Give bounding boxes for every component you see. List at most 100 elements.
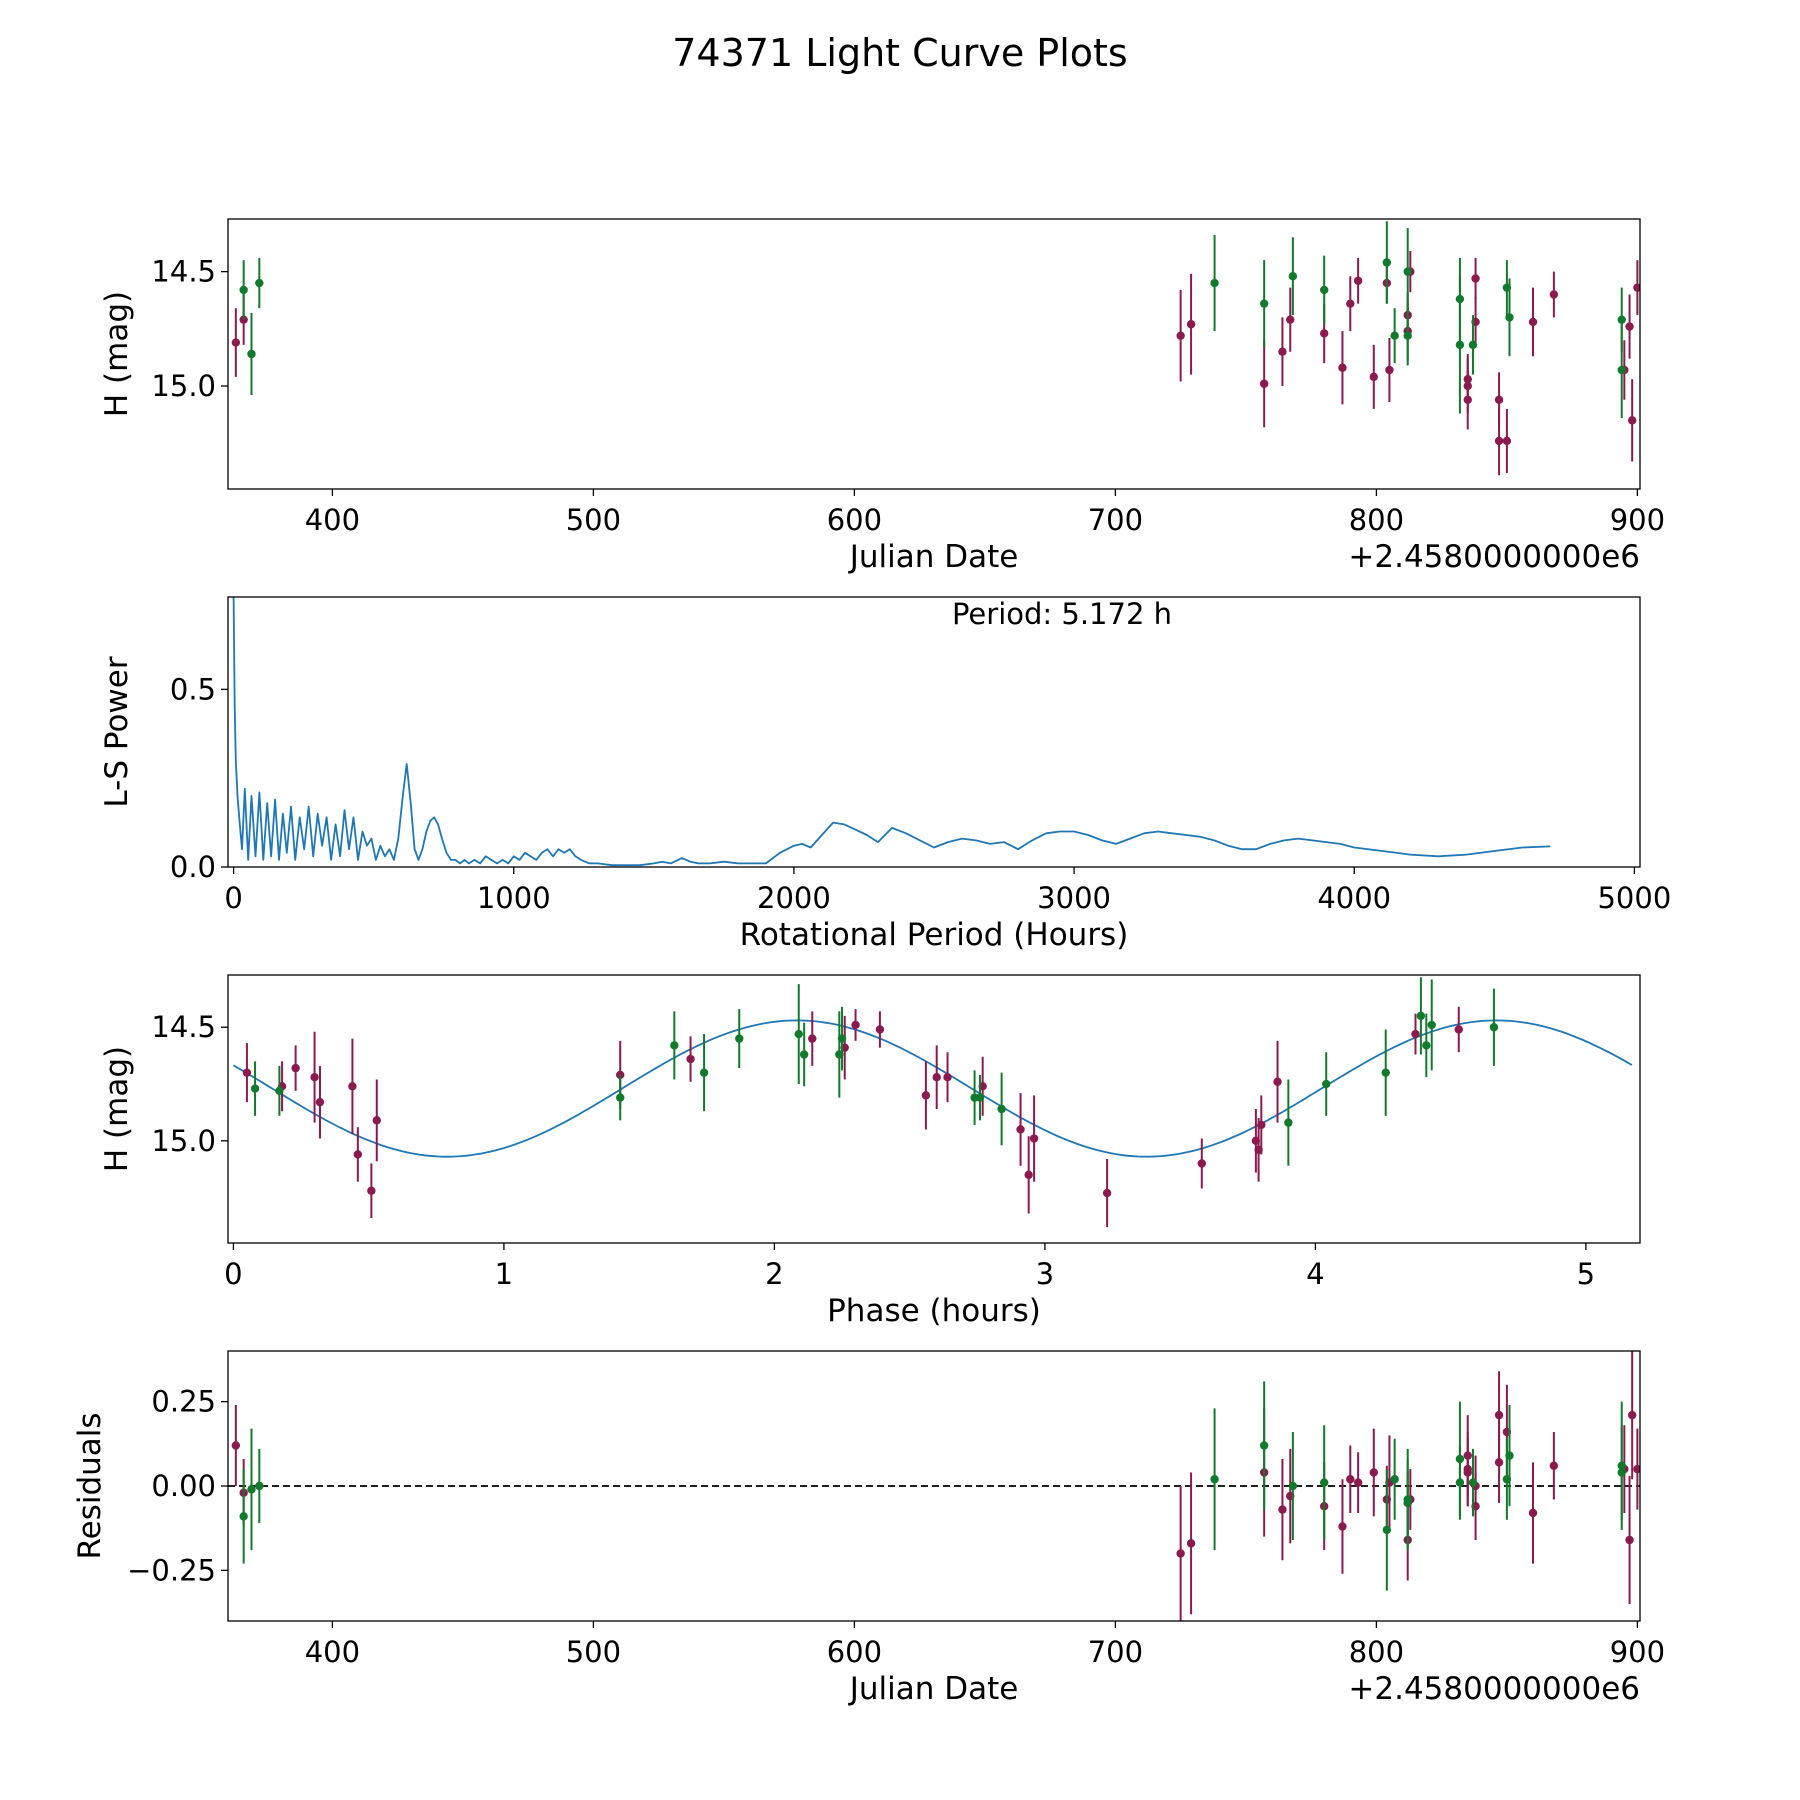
data-marker bbox=[1390, 331, 1399, 340]
data-marker bbox=[1411, 1029, 1420, 1039]
filter_b-data-point bbox=[1390, 308, 1399, 364]
data-marker bbox=[1455, 340, 1465, 350]
data-marker bbox=[1197, 1159, 1206, 1168]
data-marker bbox=[1455, 294, 1465, 304]
data-marker bbox=[1259, 379, 1269, 388]
filter_a-data-point bbox=[921, 1061, 931, 1130]
data-marker bbox=[943, 1073, 952, 1082]
filter_b-data-point bbox=[1403, 1448, 1412, 1551]
filter_a-data-point bbox=[1494, 372, 1504, 428]
filter_a-data-point bbox=[943, 1052, 952, 1103]
data-marker bbox=[1427, 1020, 1436, 1030]
data-marker bbox=[997, 1104, 1006, 1114]
x-tick-label: 0 bbox=[224, 1257, 242, 1291]
filter_a-data-point bbox=[1186, 1472, 1196, 1615]
data-marker bbox=[921, 1091, 931, 1100]
lightcurve-panel: 400 500 600 700 800 900 15.0 14.5 Julian Date H (… bbox=[99, 218, 1665, 575]
filter_b-data-point bbox=[247, 1428, 256, 1551]
filter_b-data-point bbox=[735, 1009, 744, 1069]
data-marker bbox=[1284, 1118, 1293, 1127]
x-tick-label: 3 bbox=[1036, 1257, 1054, 1291]
filter_a-data-point bbox=[851, 1009, 860, 1041]
filter_b-data-point bbox=[699, 1034, 709, 1112]
x-axis-label: Phase (hours) bbox=[827, 1293, 1041, 1329]
data-marker bbox=[1102, 1188, 1112, 1198]
filter_a-data-point bbox=[1257, 1095, 1266, 1155]
data-marker bbox=[1210, 278, 1219, 288]
data-marker bbox=[255, 278, 264, 288]
filter_a-data-point bbox=[1024, 1136, 1033, 1214]
data-marker bbox=[247, 1485, 256, 1494]
data-marker bbox=[255, 1481, 264, 1491]
data-marker bbox=[1617, 315, 1626, 324]
filter_b-data-point bbox=[1259, 260, 1269, 348]
data-marker bbox=[670, 1041, 679, 1050]
data-marker bbox=[1463, 1468, 1472, 1477]
data-marker bbox=[932, 1073, 941, 1082]
data-marker bbox=[1278, 347, 1287, 356]
filter_b-data-point bbox=[1259, 1381, 1269, 1510]
data-marker bbox=[1369, 1468, 1378, 1477]
filter_a-data-point bbox=[808, 1011, 817, 1066]
filter_b-data-point bbox=[1319, 1425, 1329, 1540]
y-tick-label: −0.25 bbox=[127, 1553, 216, 1587]
filter_a-data-point bbox=[310, 1031, 319, 1123]
data-marker bbox=[1319, 1478, 1329, 1487]
y-axis-label: H (mag) bbox=[99, 1046, 135, 1172]
data-marker bbox=[1502, 436, 1512, 446]
filter_a-data-point bbox=[242, 1043, 252, 1103]
filter_b-data-point bbox=[1489, 988, 1499, 1066]
lightcurve-axes-frame bbox=[227, 218, 1641, 490]
data-marker bbox=[1471, 274, 1480, 283]
x-axis-label: Julian Date bbox=[848, 1671, 1019, 1707]
x-offset-text: +2.4580000000e6 bbox=[1348, 539, 1640, 575]
filter_a-data-point bbox=[1353, 257, 1363, 304]
filter_b-data-point bbox=[239, 1469, 248, 1564]
filter_a-data-point bbox=[1346, 1445, 1355, 1513]
data-marker bbox=[875, 1025, 885, 1034]
filter_b-data-point bbox=[837, 1006, 847, 1071]
filter_b-data-point bbox=[975, 1074, 985, 1121]
data-marker bbox=[1505, 1451, 1514, 1460]
data-marker bbox=[1338, 363, 1347, 372]
filter_b-data-point bbox=[616, 1074, 625, 1121]
filter_a-data-point bbox=[231, 308, 241, 377]
data-marker bbox=[1633, 1464, 1640, 1474]
data-marker bbox=[1390, 1475, 1399, 1484]
x-tick-label: 0 bbox=[224, 881, 242, 915]
filter_a-data-point bbox=[291, 1045, 300, 1091]
filter_a-data-point bbox=[1627, 1351, 1637, 1480]
data-marker bbox=[686, 1054, 695, 1064]
period-annotation: Period: 5.172 h bbox=[952, 597, 1172, 631]
x-offset-text: +2.4580000000e6 bbox=[1348, 1671, 1640, 1707]
y-axis-label: Residuals bbox=[72, 1412, 108, 1559]
data-marker bbox=[794, 1029, 803, 1039]
residuals-plot-area bbox=[228, 1351, 1640, 1621]
filter_b-data-point bbox=[1468, 1448, 1478, 1517]
filter_b-data-point bbox=[1288, 237, 1298, 316]
data-marker bbox=[1454, 1025, 1463, 1034]
y-tick-label: 0.0 bbox=[170, 850, 216, 884]
filter_a-data-point bbox=[1528, 287, 1538, 357]
residuals-panel: 400 500 600 700 800 900 0.25 0.00 −0.25 Julian Da… bbox=[72, 1350, 1665, 1707]
filter_b-data-point bbox=[250, 1061, 260, 1116]
filter_b-data-point bbox=[1210, 235, 1219, 332]
x-tick-label: 900 bbox=[1610, 503, 1665, 537]
filter_b-data-point bbox=[670, 1011, 679, 1080]
data-marker bbox=[837, 1034, 847, 1043]
y-tick-label: 15.0 bbox=[151, 1124, 216, 1158]
data-marker bbox=[799, 1050, 809, 1059]
data-marker bbox=[699, 1068, 709, 1077]
data-marker bbox=[1617, 365, 1626, 375]
filter_a-data-point bbox=[875, 1011, 885, 1048]
data-marker bbox=[1505, 313, 1514, 322]
filter_a-data-point bbox=[1197, 1138, 1206, 1189]
data-marker bbox=[1257, 1120, 1266, 1130]
filter_b-data-point bbox=[239, 260, 248, 320]
filter_a-data-point bbox=[1176, 289, 1185, 382]
filter_b-data-point bbox=[247, 312, 256, 396]
filter_a-data-point bbox=[1338, 331, 1347, 405]
data-marker bbox=[1186, 1539, 1196, 1548]
x-tick-label: 1 bbox=[495, 1257, 513, 1291]
filter_a-data-point bbox=[1102, 1158, 1112, 1228]
